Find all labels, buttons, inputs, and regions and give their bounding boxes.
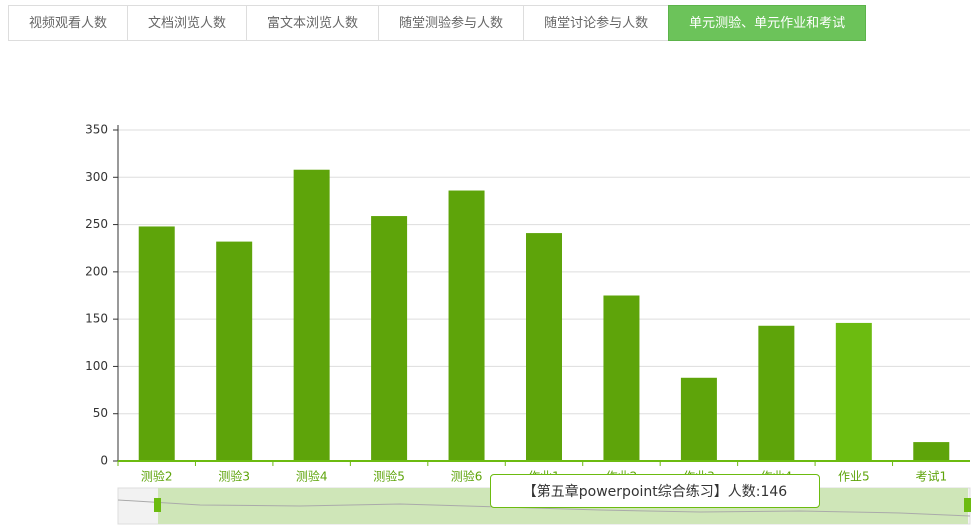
bar [680, 377, 717, 461]
y-tick-label: 300 [85, 170, 108, 184]
tab[interactable]: 随堂测验参与人数 [378, 5, 525, 41]
bar [758, 325, 795, 461]
tab[interactable]: 随堂讨论参与人数 [523, 5, 670, 41]
x-tick-label: 考试1 [915, 469, 947, 484]
y-tick-label: 200 [85, 264, 108, 278]
tab[interactable]: 文档浏览人数 [127, 5, 248, 41]
bar [216, 241, 253, 461]
bar [293, 169, 330, 461]
y-tick-label: 150 [85, 312, 108, 326]
tab-bar: 视频观看人数 文档浏览人数 富文本浏览人数 随堂测验参与人数 随堂讨论参与人数 单元测验、… [8, 5, 867, 41]
x-tick-label: 作业5 [838, 470, 870, 484]
bar [913, 442, 950, 461]
x-tick-label: 测验3 [218, 469, 250, 484]
x-tick-label: 测验2 [141, 469, 173, 484]
bar [371, 216, 408, 461]
y-tick-label: 350 [85, 123, 108, 137]
y-tick-label: 250 [85, 217, 108, 231]
zoom-handle[interactable] [154, 498, 161, 512]
tab[interactable]: 视频观看人数 [8, 5, 129, 41]
zoom-preview [117, 499, 971, 517]
x-tick-label: 测验6 [451, 469, 483, 484]
y-tick-label: 100 [85, 359, 108, 373]
tab[interactable]: 单元测验、单元作业和考试 [668, 5, 867, 41]
tooltip: 【第五章powerpoint综合练习】人数:146 [490, 474, 820, 508]
x-tick-label: 测验4 [296, 469, 328, 484]
y-tick-label: 50 [93, 406, 108, 420]
bar [448, 190, 485, 462]
y-tick-label: 0 [100, 454, 108, 468]
bar [835, 322, 872, 461]
bar [603, 295, 640, 461]
x-tick-label: 测验5 [373, 469, 405, 484]
tab[interactable]: 富文本浏览人数 [246, 5, 380, 41]
zoom-handle[interactable] [964, 498, 971, 512]
bar [526, 233, 562, 461]
bar [138, 226, 175, 461]
